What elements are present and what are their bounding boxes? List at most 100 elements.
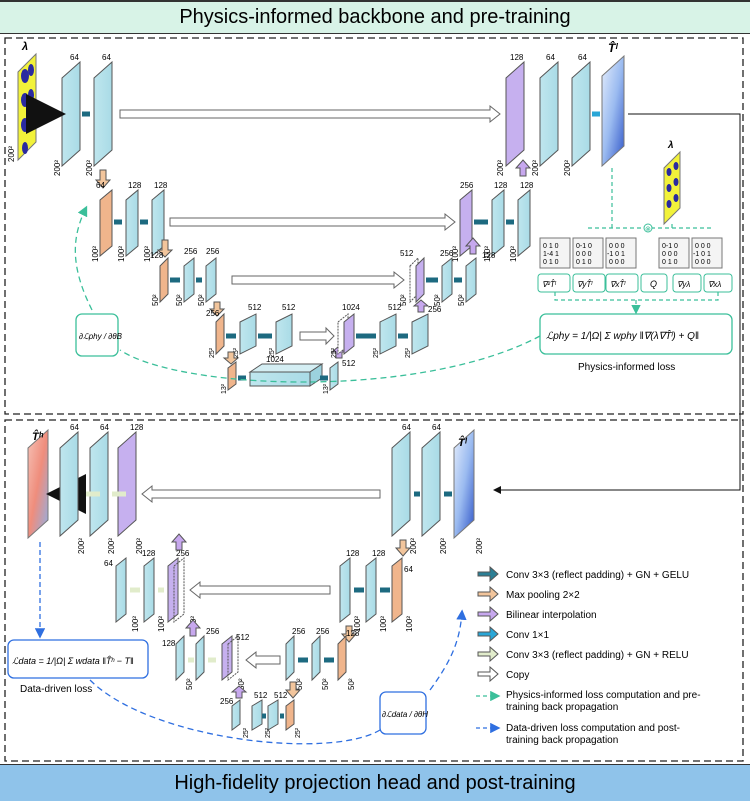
- ch-label: 512: [274, 691, 288, 700]
- ch-label: 128: [128, 181, 142, 190]
- high-fidelity-output-map: [27, 428, 49, 540]
- svg-text:0 0 0: 0 0 0: [609, 243, 625, 250]
- ch-label: 128: [162, 639, 176, 648]
- size-label: 25²: [265, 727, 272, 738]
- size-label: 100²: [131, 616, 140, 632]
- size-label: 25²: [233, 347, 240, 358]
- ch-label: 256: [428, 305, 442, 314]
- ch-label: 64: [402, 423, 411, 432]
- size-label: 200²: [475, 538, 484, 554]
- svg-text:0 1 0: 0 1 0: [543, 259, 559, 266]
- size-label: 200²: [77, 538, 86, 554]
- size-label: 25²: [405, 347, 412, 358]
- output-symbol: T̂ʰ: [32, 430, 44, 443]
- ch-label: 128: [142, 549, 156, 558]
- ch-label: 128: [372, 549, 386, 558]
- output-temperature-map: [601, 54, 625, 168]
- svg-text:∇yλ: ∇yλ: [677, 280, 690, 289]
- grad-backbone-box: [75, 313, 119, 357]
- size-label: 25²: [269, 347, 276, 358]
- legend-item: Bilinear interpolation: [506, 610, 597, 621]
- legend-item: Copy: [506, 670, 529, 681]
- top-banner: Physics-informed backbone and pre-traini…: [0, 0, 750, 34]
- ch-label: 64: [546, 53, 555, 62]
- ch-label: 64: [102, 53, 111, 62]
- top-panel-border: [4, 37, 744, 415]
- size-label: 200²: [85, 160, 94, 176]
- legend-swatch-bilinear: [477, 605, 499, 623]
- input-size-label: 200²: [7, 146, 16, 162]
- physics-loss-formula: ℒphy = 1/|Ω| Σ wphy ‖∇(λ∇T̂ˡ) + Q‖: [546, 328, 699, 342]
- ch-label: 512: [400, 249, 414, 258]
- ch-label: 512: [254, 691, 268, 700]
- size-label: 13²: [323, 383, 330, 394]
- ch-label: 1024: [266, 355, 284, 364]
- svg-text:0 1 0: 0 1 0: [576, 259, 592, 266]
- ch-label: 256: [176, 549, 190, 558]
- ch-label: 256: [206, 309, 220, 318]
- size-label: 100²: [509, 246, 518, 262]
- operator-boxes: ∇²T̂ˡ ∇yT̂ˡ ∇xT̂ˡ Q ∇yλ ∇xλ: [537, 273, 733, 293]
- svg-text:0-1 0: 0-1 0: [662, 243, 678, 250]
- ch-label: 512: [388, 303, 402, 312]
- ch-label: 128: [482, 251, 496, 260]
- size-label: 200²: [135, 538, 144, 554]
- ch-label: 64: [432, 423, 441, 432]
- size-label: 25²: [209, 347, 216, 358]
- size-label: 200²: [53, 160, 62, 176]
- ch-label: 64: [70, 53, 79, 62]
- lambda-input-map: [17, 52, 37, 162]
- ch-label: 512: [282, 303, 296, 312]
- ch-label: 256: [184, 247, 198, 256]
- size-label: 100²: [117, 246, 126, 262]
- data-loss-formula: ℒdata = 1/|Ω| Σ wdata ‖T̂ʰ − T‖: [12, 656, 134, 666]
- svg-text:0-1 0: 0-1 0: [576, 243, 592, 250]
- legend-item: Physics-informed loss computation and pr…: [506, 690, 701, 701]
- lambda-symbol: λ: [21, 41, 28, 53]
- size-label: 200²: [563, 160, 572, 176]
- size-label: 100²: [157, 616, 166, 632]
- legend-item: Conv 3×3 (reflect padding) + GN + RELU: [506, 650, 689, 661]
- legend: Conv 3×3 (reflect padding) + GN + GELU M…: [476, 565, 701, 746]
- svg-text:0 1 0: 0 1 0: [543, 243, 559, 250]
- svg-text:∇xT̂ˡ: ∇xT̂ˡ: [610, 280, 626, 289]
- size-label: 100²: [379, 616, 388, 632]
- physics-loss-box: [539, 313, 733, 355]
- ch-label: 64: [70, 423, 79, 432]
- svg-text:0 0 0: 0 0 0: [576, 251, 592, 258]
- size-label: 50²: [399, 294, 408, 306]
- output-symbol: T̂ˡ: [608, 40, 618, 55]
- svg-text:-1 0 1: -1 0 1: [693, 251, 711, 258]
- ch-label: 64: [404, 565, 413, 574]
- input-temperature-map: [453, 428, 475, 540]
- legend-swatch-copy: [477, 665, 499, 683]
- svg-text:∇yT̂ˡ: ∇yT̂ˡ: [577, 280, 593, 289]
- grad-head-box: [379, 691, 427, 735]
- bottom-panel-border: [4, 419, 744, 762]
- ch-label: 256: [206, 247, 220, 256]
- size-label: 50²: [347, 678, 356, 690]
- ch-label: 64: [96, 181, 105, 190]
- size-label: 25²: [295, 727, 302, 738]
- ch-label: 128: [346, 629, 360, 638]
- svg-text:0 0 0: 0 0 0: [695, 243, 711, 250]
- grad-head: ∂ℒdata / ∂θH: [382, 710, 428, 719]
- ch-label: 512: [236, 633, 250, 642]
- svg-text:0 0 0: 0 0 0: [662, 251, 678, 258]
- ch-label: 512: [248, 303, 262, 312]
- legend-swatch-conv1x1: [477, 625, 499, 643]
- size-label: 50²: [433, 294, 442, 306]
- grad-backbone: ∂ℒphy / ∂θB: [79, 332, 123, 341]
- svg-text:∇xλ: ∇xλ: [708, 280, 721, 289]
- legend-item: Conv 1×1: [506, 630, 550, 641]
- size-label: 100²: [143, 246, 152, 262]
- ch-label: 128: [520, 181, 534, 190]
- size-label: 200²: [107, 538, 116, 554]
- ch-label: 64: [104, 559, 113, 568]
- size-label: 50²: [175, 294, 184, 306]
- legend-item: training back propagation: [506, 702, 618, 713]
- size-label: 25²: [331, 347, 338, 358]
- size-label: 25²: [373, 347, 380, 358]
- size-label: 50²: [197, 294, 206, 306]
